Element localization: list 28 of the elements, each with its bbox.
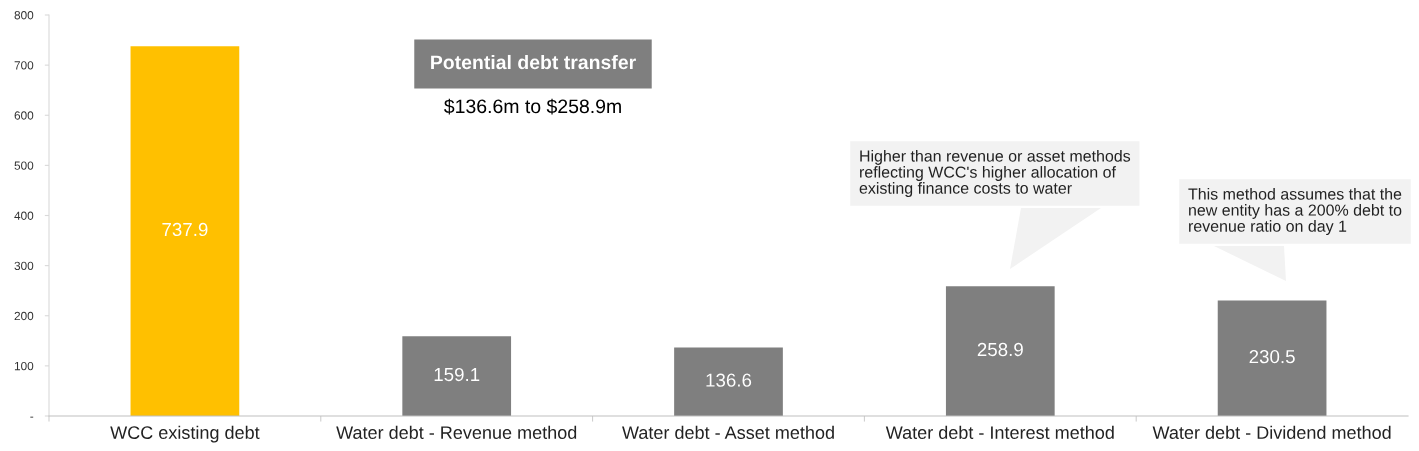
bar bbox=[945, 286, 1055, 416]
annotation: Higher than revenue or asset methods reflecting WCC's higher allocation of existing finance costs to water bbox=[859, 150, 1131, 197]
annotation: Potential debt transfer bbox=[431, 54, 636, 70]
x-tick-label: Water debt - Asset method bbox=[622, 425, 834, 439]
bar bbox=[402, 336, 512, 416]
x-tick-label: Water debt - Revenue method bbox=[336, 425, 577, 439]
bar bbox=[130, 46, 240, 416]
y-tick-label: 500 bbox=[14, 161, 34, 170]
y-tick-label: 300 bbox=[14, 261, 34, 271]
y-tick-label: 400 bbox=[14, 211, 34, 220]
y-tick-label: - bbox=[30, 416, 34, 418]
y-tick-label: 700 bbox=[14, 61, 34, 70]
y-tick-label: 200 bbox=[14, 311, 34, 321]
x-tick-label: Water debt - Interest method bbox=[885, 425, 1114, 439]
data-label: 159.1 bbox=[434, 367, 480, 382]
y-tick-label: 600 bbox=[14, 111, 34, 120]
annotation: This method assumes that the new entity has a 200% debt to revenue ratio on day 1 bbox=[1188, 188, 1402, 235]
data-label: 230.5 bbox=[1249, 349, 1295, 364]
annotation: $136.6m to $258.9m bbox=[444, 98, 621, 115]
bar bbox=[1217, 300, 1327, 416]
y-tick-label: 100 bbox=[14, 361, 34, 371]
data-label: 136.6 bbox=[706, 373, 752, 387]
x-tick-label: Water debt - Dividend method bbox=[1152, 425, 1391, 439]
bar bbox=[674, 347, 783, 416]
data-label: 737.9 bbox=[162, 222, 208, 237]
x-tick-label: WCC existing debt bbox=[110, 425, 260, 443]
y-tick-label: 800 bbox=[14, 11, 34, 20]
data-label: 258.9 bbox=[977, 342, 1023, 357]
